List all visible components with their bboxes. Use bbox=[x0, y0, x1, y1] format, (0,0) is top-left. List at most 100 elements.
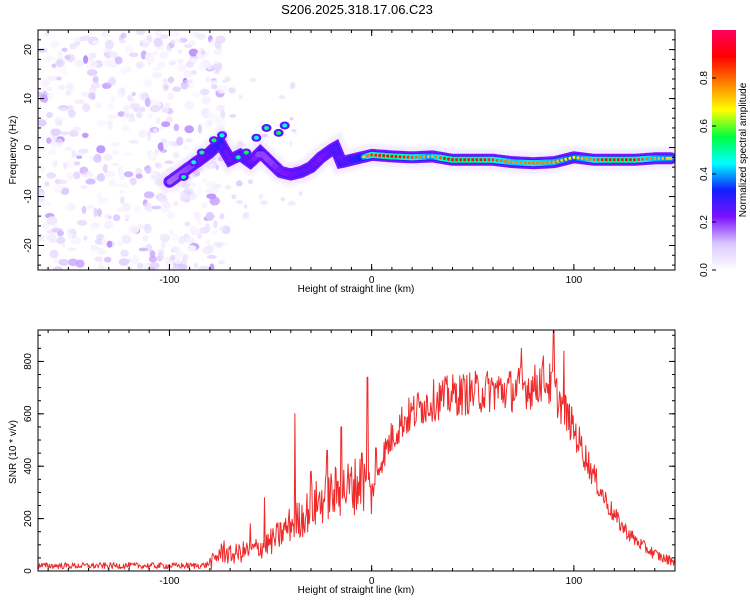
noise-blob bbox=[90, 244, 99, 252]
noise-blob bbox=[198, 47, 205, 55]
noise-blob bbox=[45, 30, 50, 37]
noise-blob bbox=[127, 118, 136, 123]
noise-blob bbox=[40, 201, 52, 206]
noise-blob bbox=[184, 138, 193, 143]
noise-blob bbox=[64, 90, 72, 96]
noise-blob bbox=[68, 258, 79, 267]
noise-blob bbox=[170, 254, 176, 261]
noise-blob bbox=[150, 171, 156, 177]
noise-blob bbox=[154, 148, 159, 155]
noise-blob bbox=[151, 71, 163, 79]
noise-blob bbox=[162, 142, 171, 149]
noise-blob bbox=[38, 234, 43, 242]
noise-blob bbox=[51, 227, 63, 233]
noise-blob bbox=[216, 85, 228, 94]
noise-blob bbox=[218, 259, 225, 265]
noise-blob bbox=[74, 99, 85, 105]
noise-blob bbox=[138, 129, 147, 138]
ridge-fragment-core bbox=[211, 138, 217, 143]
noise-blob bbox=[157, 61, 166, 69]
noise-blob bbox=[207, 112, 217, 119]
noise-blob bbox=[182, 145, 190, 150]
noise-blob bbox=[168, 229, 174, 235]
noise-blob bbox=[85, 178, 96, 185]
noise-blob bbox=[204, 223, 211, 233]
noise-blob bbox=[47, 75, 58, 82]
noise-blob bbox=[90, 222, 100, 230]
noise-blob bbox=[121, 234, 132, 244]
noise-blob bbox=[243, 204, 248, 209]
noise-blob bbox=[135, 173, 143, 179]
noise-blob bbox=[205, 76, 211, 83]
noise-blob bbox=[128, 225, 140, 234]
noise-blob bbox=[200, 59, 211, 69]
spectrogram-y-tick-label: -10 bbox=[23, 189, 34, 204]
noise-blob bbox=[162, 82, 169, 92]
noise-blob bbox=[161, 201, 172, 209]
noise-blob bbox=[58, 117, 66, 122]
noise-blob bbox=[298, 191, 303, 196]
noise-blob bbox=[38, 143, 42, 148]
noise-blob bbox=[44, 181, 50, 187]
noise-blob bbox=[155, 116, 161, 124]
noise-blob bbox=[183, 70, 193, 78]
colorbar-tick-label: 0.2 bbox=[699, 215, 710, 229]
noise-blob bbox=[201, 202, 208, 209]
noise-blob bbox=[143, 78, 153, 88]
noise-blob bbox=[64, 55, 71, 60]
ridge-fragment-core bbox=[276, 130, 282, 135]
noise-blob bbox=[119, 39, 126, 44]
noise-blob bbox=[153, 128, 158, 133]
noise-blob bbox=[170, 39, 176, 45]
noise-blob bbox=[55, 76, 62, 81]
noise-blob bbox=[107, 103, 115, 110]
noise-blob bbox=[235, 180, 243, 187]
noise-blob bbox=[216, 104, 226, 112]
noise-blob bbox=[65, 159, 76, 169]
noise-blob bbox=[211, 229, 219, 236]
snr-frame bbox=[37, 329, 676, 572]
noise-blob bbox=[106, 240, 113, 248]
noise-blob bbox=[135, 111, 143, 119]
spectrogram-x-tick-label: 100 bbox=[566, 275, 583, 286]
noise-blob bbox=[166, 116, 173, 123]
noise-blob bbox=[154, 162, 163, 169]
spectrogram-y-tick-label: 20 bbox=[23, 44, 34, 56]
noise-blob bbox=[110, 141, 121, 147]
noise-blob bbox=[115, 56, 123, 65]
ridge-fragment-core bbox=[264, 125, 270, 130]
noise-blob bbox=[101, 238, 107, 246]
noise-blob bbox=[38, 47, 48, 53]
noise-blob bbox=[96, 145, 106, 154]
noise-blob bbox=[131, 91, 136, 97]
noise-blob bbox=[224, 76, 231, 83]
ridge-fragment-core bbox=[219, 133, 225, 138]
noise-blob bbox=[164, 160, 174, 165]
noise-blob bbox=[62, 66, 67, 76]
noise-blob bbox=[108, 178, 116, 187]
noise-blob bbox=[164, 102, 171, 109]
spectrogram-ridge bbox=[158, 121, 675, 193]
noise-blob bbox=[72, 36, 81, 42]
noise-blob bbox=[161, 107, 169, 113]
noise-blob bbox=[57, 50, 63, 61]
ridge-fragment-core bbox=[282, 123, 288, 128]
noise-blob bbox=[118, 175, 126, 181]
noise-blob bbox=[177, 49, 182, 54]
noise-blob bbox=[148, 255, 157, 263]
noise-blob bbox=[182, 255, 188, 265]
noise-blob bbox=[69, 42, 77, 50]
noise-blob bbox=[224, 184, 232, 190]
noise-blob bbox=[183, 188, 194, 195]
noise-blob bbox=[228, 87, 236, 94]
noise-blob bbox=[184, 125, 194, 134]
noise-blob bbox=[80, 185, 88, 190]
spectrogram-y-tick-label: 10 bbox=[23, 93, 34, 105]
noise-blob bbox=[38, 197, 45, 203]
noise-blob bbox=[93, 207, 98, 218]
noise-blob bbox=[209, 38, 217, 47]
ridge-fragment-core bbox=[181, 174, 187, 179]
noise-blob bbox=[198, 265, 210, 270]
